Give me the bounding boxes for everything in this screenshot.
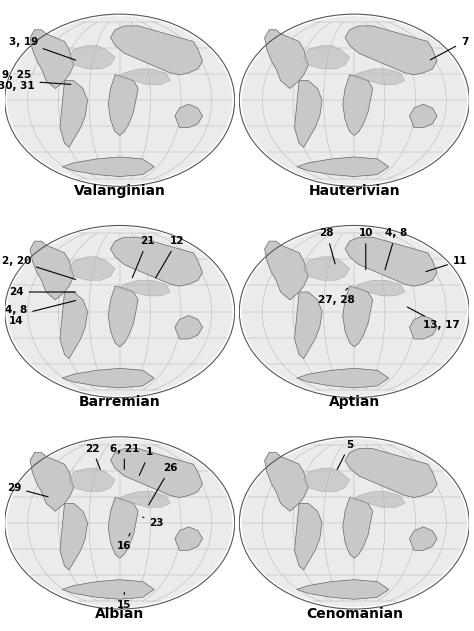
Polygon shape — [297, 157, 389, 177]
Polygon shape — [294, 504, 322, 570]
Polygon shape — [62, 580, 154, 599]
Ellipse shape — [7, 439, 232, 607]
Polygon shape — [343, 497, 373, 558]
Polygon shape — [410, 316, 437, 339]
Text: 2, 20: 2, 20 — [1, 256, 76, 280]
Polygon shape — [175, 104, 202, 127]
Polygon shape — [108, 75, 138, 136]
Polygon shape — [120, 492, 170, 507]
Text: 13, 17: 13, 17 — [407, 307, 460, 330]
Polygon shape — [343, 75, 373, 136]
Polygon shape — [110, 449, 202, 497]
Polygon shape — [120, 280, 170, 296]
Text: 5: 5 — [337, 440, 353, 469]
Polygon shape — [30, 452, 74, 511]
Polygon shape — [69, 468, 115, 492]
Polygon shape — [60, 504, 88, 570]
Polygon shape — [69, 257, 115, 280]
Polygon shape — [410, 104, 437, 127]
Text: 11: 11 — [426, 256, 467, 271]
Text: 1: 1 — [139, 447, 153, 475]
Text: Albian: Albian — [95, 607, 145, 621]
Text: 16: 16 — [117, 533, 132, 551]
Polygon shape — [297, 580, 389, 599]
Text: 24: 24 — [9, 287, 75, 297]
Polygon shape — [69, 45, 115, 69]
Polygon shape — [264, 452, 308, 511]
Polygon shape — [264, 241, 308, 300]
Text: 26: 26 — [149, 463, 178, 505]
Polygon shape — [264, 30, 308, 88]
Polygon shape — [108, 497, 138, 558]
Ellipse shape — [242, 439, 467, 607]
Text: Barremian: Barremian — [79, 396, 161, 410]
Polygon shape — [345, 449, 437, 497]
Polygon shape — [62, 369, 154, 388]
Text: Valanginian: Valanginian — [74, 184, 165, 198]
Polygon shape — [297, 369, 389, 388]
Text: 23: 23 — [143, 517, 164, 528]
Text: 22: 22 — [85, 444, 100, 469]
Polygon shape — [345, 26, 437, 75]
Text: 10: 10 — [358, 228, 373, 269]
Text: 9, 25
30, 31: 9, 25 30, 31 — [0, 70, 71, 91]
Ellipse shape — [242, 227, 467, 396]
Polygon shape — [304, 257, 350, 280]
Text: 4, 8
14: 4, 8 14 — [5, 300, 76, 326]
Polygon shape — [110, 237, 202, 286]
Polygon shape — [60, 81, 88, 147]
Polygon shape — [60, 292, 88, 358]
Polygon shape — [30, 241, 74, 300]
Text: Cenomanian: Cenomanian — [306, 607, 403, 621]
Polygon shape — [410, 527, 437, 550]
Text: 29: 29 — [7, 483, 48, 497]
Ellipse shape — [242, 16, 467, 184]
Polygon shape — [175, 316, 202, 339]
Polygon shape — [354, 280, 405, 296]
Polygon shape — [354, 69, 405, 85]
Text: Hauterivian: Hauterivian — [309, 184, 400, 198]
Polygon shape — [175, 527, 202, 550]
Text: 12: 12 — [155, 236, 184, 278]
Text: 28: 28 — [319, 228, 335, 264]
Polygon shape — [108, 286, 138, 347]
Text: 21: 21 — [132, 236, 155, 278]
Text: 27, 28: 27, 28 — [318, 288, 354, 305]
Ellipse shape — [7, 227, 232, 396]
Polygon shape — [110, 26, 202, 75]
Polygon shape — [120, 69, 170, 85]
Text: Aptian: Aptian — [328, 396, 380, 410]
Polygon shape — [62, 157, 154, 177]
Text: 7: 7 — [430, 37, 468, 60]
Polygon shape — [30, 30, 74, 88]
Polygon shape — [345, 237, 437, 286]
Ellipse shape — [7, 16, 232, 184]
Polygon shape — [294, 81, 322, 147]
Polygon shape — [294, 292, 322, 358]
Polygon shape — [343, 286, 373, 347]
Polygon shape — [304, 45, 350, 69]
Polygon shape — [354, 492, 405, 507]
Text: 4, 8: 4, 8 — [384, 228, 407, 270]
Text: 6, 21: 6, 21 — [109, 444, 139, 469]
Polygon shape — [304, 468, 350, 492]
Text: 3, 19: 3, 19 — [9, 37, 76, 60]
Text: 15: 15 — [117, 593, 132, 610]
